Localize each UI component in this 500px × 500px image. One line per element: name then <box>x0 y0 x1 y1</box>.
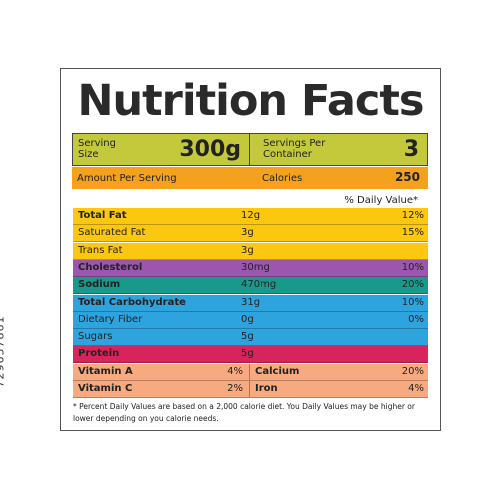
nutrient-name: Sugars <box>78 331 113 343</box>
nutrient-dv: 10% <box>401 261 424 273</box>
nutrient-dv: 0% <box>408 313 424 325</box>
nutrient-dv: 15% <box>401 227 424 239</box>
vitamin-name: Vitamin A <box>78 365 133 377</box>
nutrient-row: Cholesterol 30mg 10% <box>73 259 428 277</box>
nutrient-name: Dietary Fiber <box>78 313 143 325</box>
nutrient-amount: 3g <box>241 244 254 256</box>
serving-label: Serving Size <box>78 138 116 160</box>
nutrient-dv: 10% <box>401 296 424 308</box>
nutrient-name: Sodium <box>78 279 121 291</box>
vitamin-name: Calcium <box>255 365 300 377</box>
serving-value: 300g <box>179 137 241 162</box>
amount-block: Amount Per Serving Calories 250 <box>72 167 428 189</box>
vitamin-name: Vitamin C <box>78 382 133 394</box>
calories-label: Calories <box>262 173 303 184</box>
nutrient-amount: 0g <box>241 313 254 325</box>
nutrient-name: Total Carbohydrate <box>78 296 186 308</box>
vitamin-row: Vitamin A 4% Calcium 20% <box>73 363 428 381</box>
nutrient-name: Protein <box>78 348 120 360</box>
divider <box>249 380 250 397</box>
nutrient-row: Sodium 470mg 20% <box>73 277 428 295</box>
nutrient-name: Trans Fat <box>78 244 123 256</box>
nutrient-row: Trans Fat 3g <box>73 242 428 260</box>
vitamin-row: Vitamin C 2% Iron 4% <box>73 380 428 398</box>
nutrient-row: Protein 5g <box>73 346 428 364</box>
vitamin-name: Iron <box>255 382 278 394</box>
nutrient-row: Total Fat 12g 12% <box>73 208 428 225</box>
nutrient-amount: 12g <box>241 210 261 221</box>
nutrient-amount: 31g <box>241 296 261 308</box>
nutrient-name: Saturated Fat <box>78 227 146 239</box>
servings-label: Servings Per Container <box>263 138 326 160</box>
nutrient-amount: 30mg <box>241 261 270 273</box>
nutrient-name: Total Fat <box>78 210 127 221</box>
servings-value: 3 <box>403 137 419 162</box>
vitamin-dv: 4% <box>408 382 424 394</box>
footnote: * Percent Daily Values are based on a 2,… <box>73 402 415 423</box>
nutrient-amount: 470mg <box>241 279 277 291</box>
nutrient-row: Dietary Fiber 0g 0% <box>73 311 428 329</box>
vitamin-dv: 20% <box>401 365 424 377</box>
nutrient-amount: 3g <box>241 227 254 239</box>
daily-value-header: % Daily Value* <box>344 195 418 206</box>
divider <box>249 134 250 165</box>
calories-value: 250 <box>394 170 420 184</box>
nutrient-row: Sugars 5g <box>73 329 428 347</box>
label-box <box>60 68 441 431</box>
amount-label: Amount Per Serving <box>77 173 177 184</box>
title: Nutrition Facts <box>77 76 424 126</box>
nutrient-amount: 5g <box>241 331 254 343</box>
nutrient-amount: 5g <box>241 348 254 360</box>
nutrient-name: Cholesterol <box>78 261 143 273</box>
stock-id: 729657861 <box>0 315 7 388</box>
divider <box>249 363 250 380</box>
nutrient-dv: 20% <box>401 279 424 291</box>
vitamin-dv: 4% <box>227 365 243 377</box>
serving-block: Serving Size 300g Servings Per Container… <box>72 133 428 166</box>
nutrient-row: Total Carbohydrate 31g 10% <box>73 294 428 312</box>
vitamin-dv: 2% <box>227 382 243 394</box>
nutrient-row: Saturated Fat 3g 15% <box>73 225 428 243</box>
nutrient-dv: 12% <box>401 210 424 221</box>
